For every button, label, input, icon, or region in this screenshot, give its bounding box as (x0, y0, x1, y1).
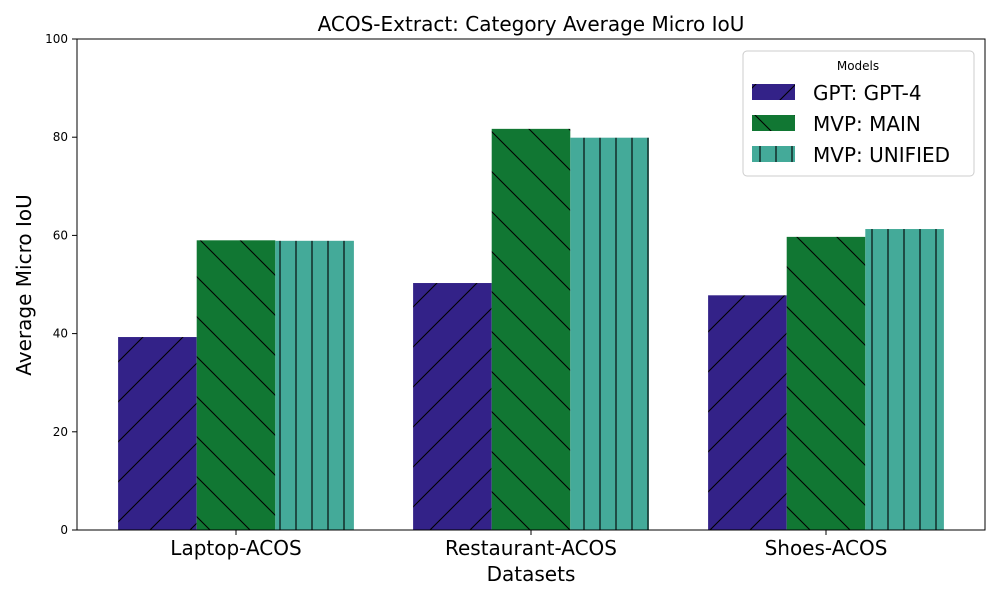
y-axis-label: Average Micro IoU (12, 194, 36, 375)
legend-swatch (752, 115, 795, 131)
legend-swatch (752, 146, 795, 162)
y-tick-label: 40 (53, 327, 68, 341)
bar-laptop-acos-gpt-gpt-4 (118, 337, 197, 530)
y-tick-label: 20 (53, 425, 68, 439)
bar-restaurant-acos-mvp-main (491, 128, 571, 530)
y-axis: 0 20 40 60 80 100 (45, 32, 77, 537)
legend-label: MVP: UNIFIED (813, 143, 950, 167)
bar-shoes-acos-mvp-main (786, 236, 866, 531)
y-tick-label: 100 (45, 32, 68, 46)
x-tick-label: Restaurant-ACOS (445, 536, 617, 560)
x-tick-label: Laptop-ACOS (170, 536, 301, 560)
bar-laptop-acos-mvp-main (196, 240, 276, 530)
legend-label: GPT: GPT-4 (813, 81, 922, 105)
bar-restaurant-acos-mvp-unified (570, 137, 649, 531)
bar-shoes-acos-gpt-gpt-4 (708, 295, 787, 530)
bar-laptop-acos-mvp-unified (275, 240, 354, 530)
legend-title: Models (837, 59, 879, 73)
x-tick-label: Shoes-ACOS (765, 536, 888, 560)
bars-layer (118, 128, 944, 531)
x-axis-label: Datasets (487, 562, 576, 586)
y-tick-label: 0 (60, 523, 68, 537)
bar-restaurant-acos-gpt-gpt-4 (413, 283, 492, 530)
legend-label: MVP: MAIN (813, 112, 921, 136)
legend-box (742, 50, 975, 177)
legend: Models GPT: GPT-4 MVP: MAIN MVP: UNIFIED (742, 50, 975, 177)
bar-shoes-acos-mvp-unified (865, 229, 944, 530)
y-tick-label: 80 (53, 130, 68, 144)
y-tick-label: 60 (53, 228, 68, 242)
legend-swatch (752, 84, 795, 100)
x-axis: Laptop-ACOS Restaurant-ACOS Shoes-ACOS (170, 530, 887, 560)
chart-title: ACOS-Extract: Category Average Micro IoU (318, 12, 745, 36)
